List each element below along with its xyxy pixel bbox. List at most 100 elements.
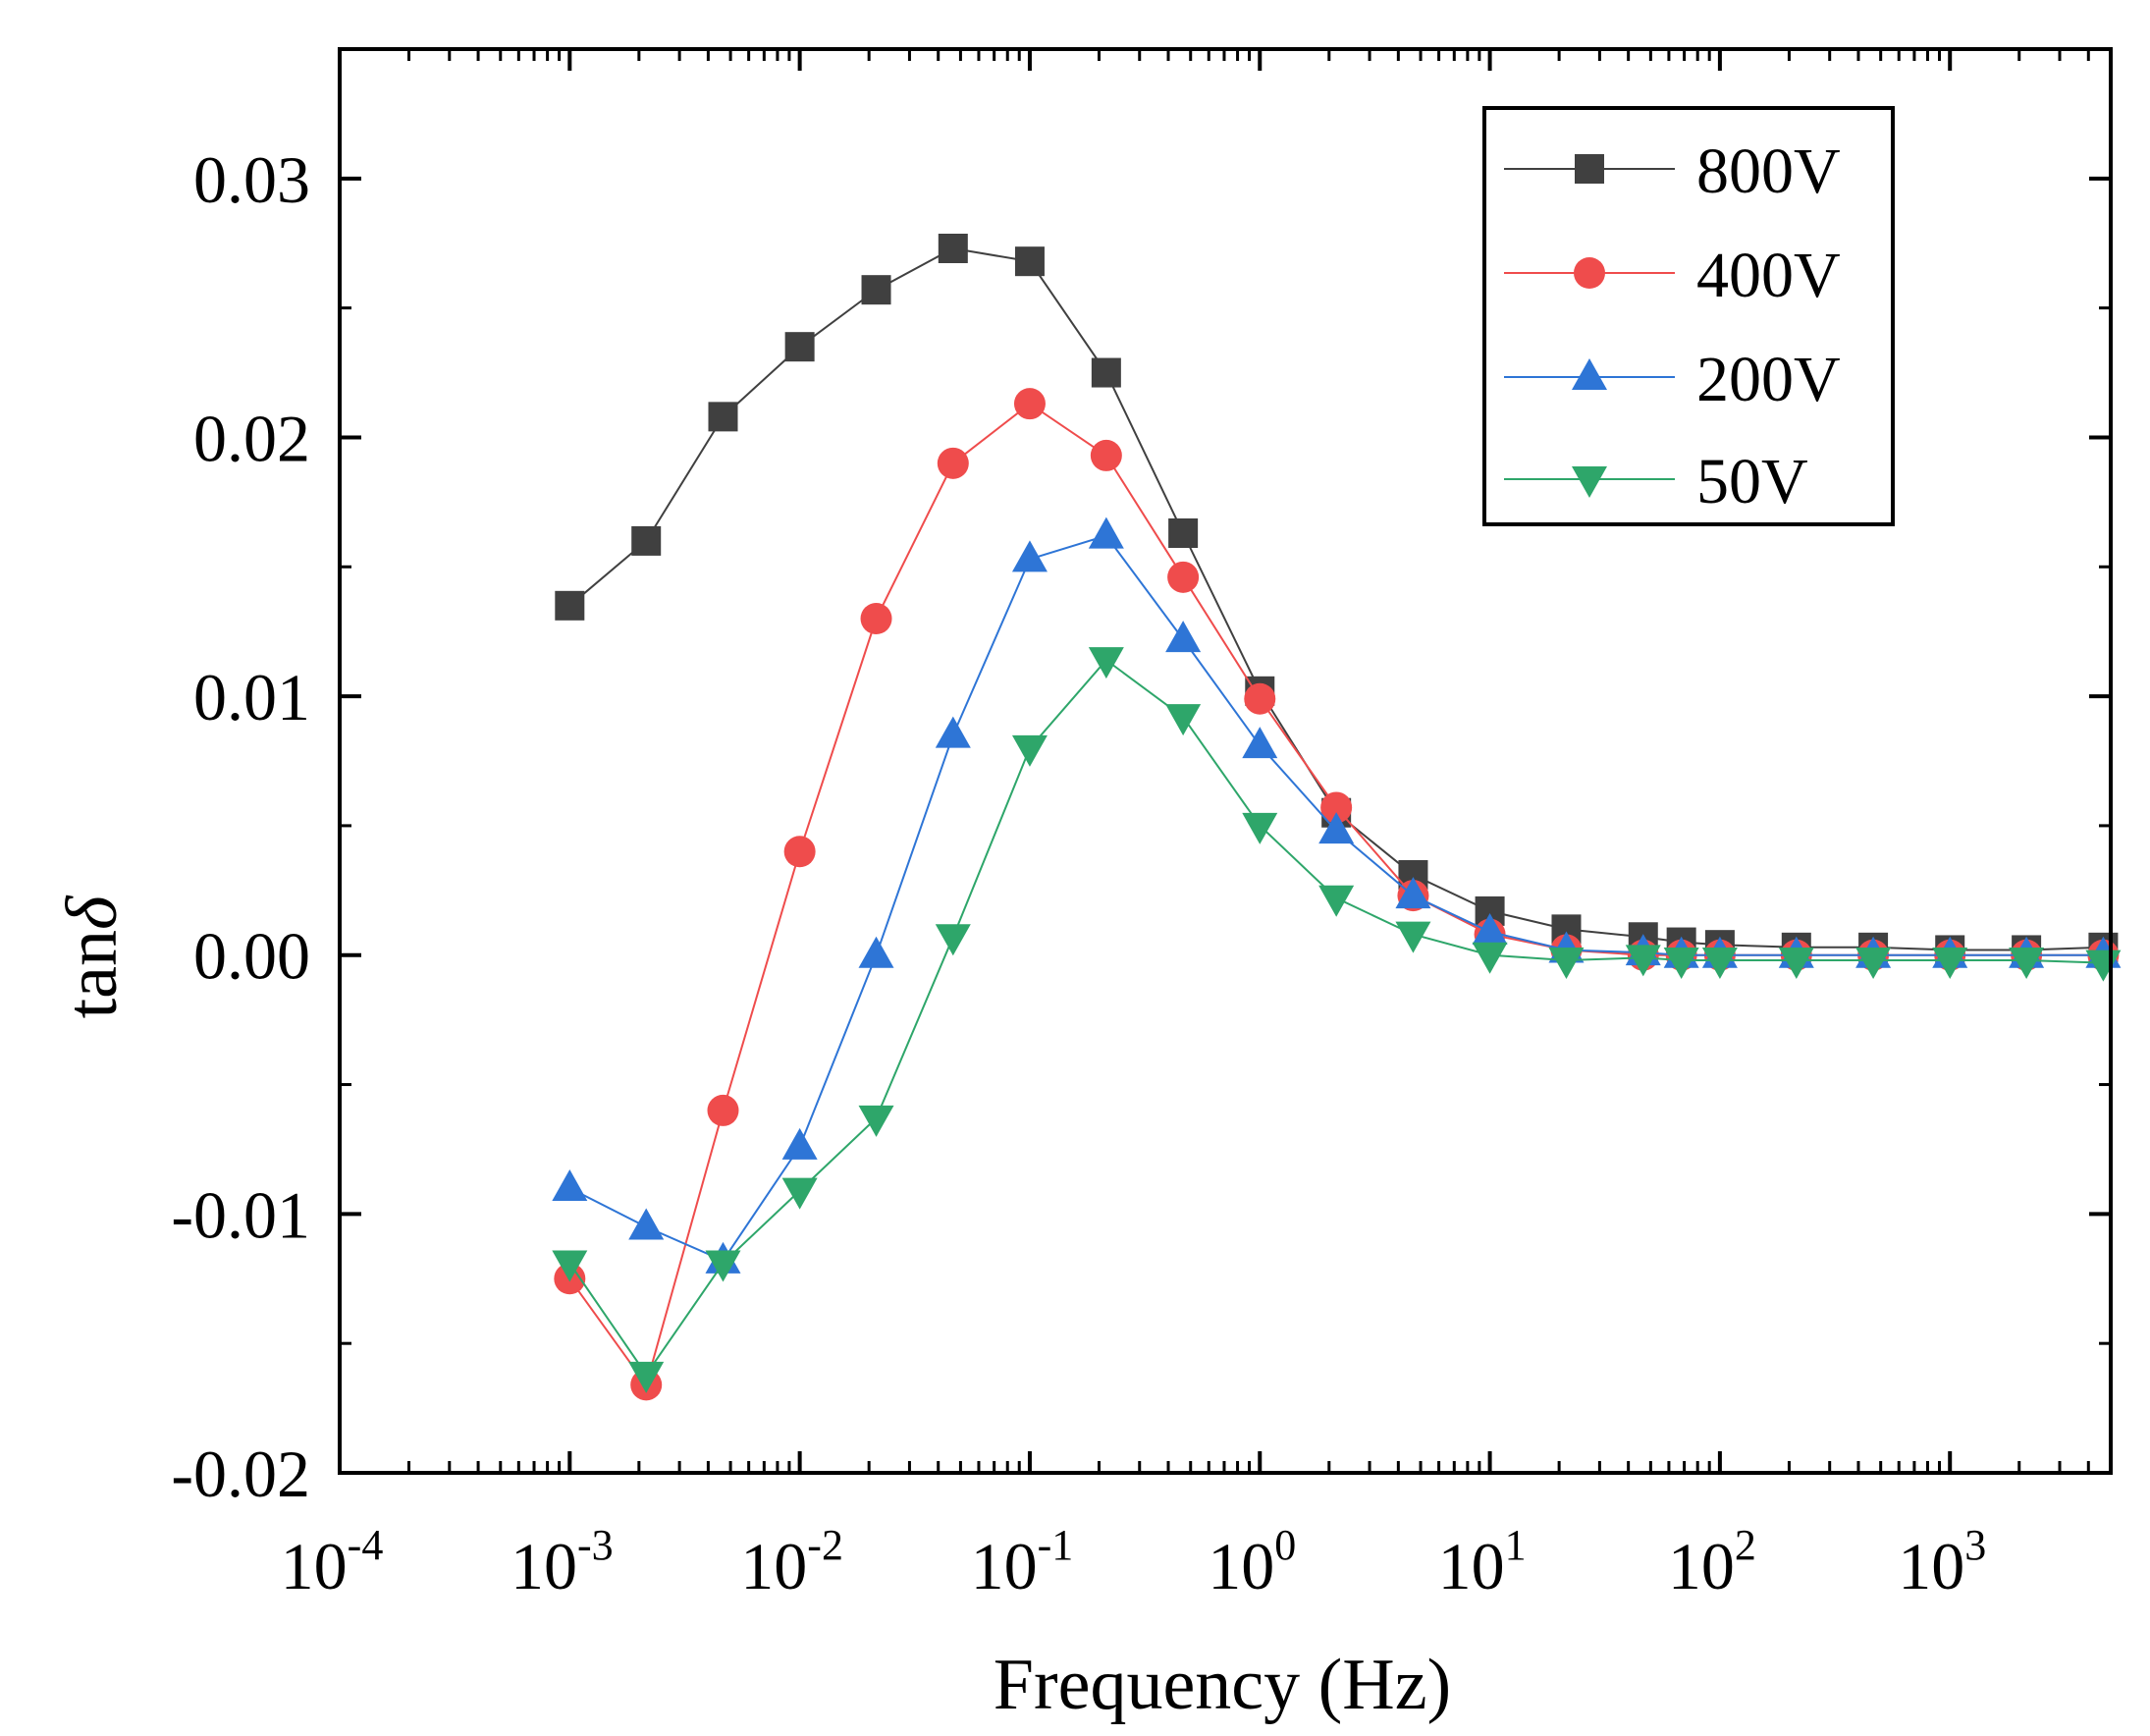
data-point-800V (784, 332, 815, 362)
data-point-50V (1088, 647, 1124, 679)
data-point-800V (708, 402, 738, 432)
data-point-50V (2009, 948, 2045, 979)
data-point-200V (1242, 727, 1278, 759)
legend-entry-400V: 400V (1504, 240, 1841, 311)
x-tick-exponent: 1 (1505, 1521, 1527, 1569)
data-point-200V (1395, 877, 1431, 909)
data-point-400V (1320, 791, 1353, 824)
data-point-200V (628, 1208, 665, 1240)
x-tick-exponent: -1 (1038, 1521, 1074, 1569)
data-point-50V (1625, 945, 1661, 977)
x-tick-label: 10-3 (511, 1521, 614, 1603)
y-tick-label: 0.00 (193, 919, 310, 994)
data-point-50V (1778, 948, 1814, 979)
x-tick-base: 10 (1438, 1529, 1505, 1603)
data-point-50V (858, 1105, 894, 1137)
data-point-50V (1663, 948, 1699, 979)
data-point-50V (1855, 948, 1892, 979)
data-point-50V (1472, 942, 1508, 974)
series-50V (552, 647, 2122, 1393)
x-tick-label: 102 (1668, 1521, 1756, 1603)
data-point-400V (1013, 388, 1046, 420)
legend-marker-400V (1574, 257, 1605, 289)
data-point-400V (1090, 439, 1122, 471)
data-point-400V (937, 447, 969, 479)
data-point-200V (935, 716, 971, 748)
legend-entry-50V: 50V (1504, 446, 1808, 517)
data-point-800V (1014, 246, 1045, 277)
data-point-200V (1318, 812, 1355, 844)
data-point-200V (1472, 913, 1508, 945)
data-point-50V (1395, 921, 1431, 953)
x-tick-label: 100 (1208, 1521, 1296, 1603)
series-line-50V (568, 658, 2104, 1377)
x-tick-exponent: 3 (1964, 1521, 1986, 1569)
data-point-400V (783, 836, 816, 868)
series-line-200V (568, 534, 2104, 1263)
data-point-50V (705, 1250, 741, 1282)
x-tick-label: 103 (1898, 1521, 1986, 1603)
x-tick-exponent: 0 (1274, 1521, 1296, 1569)
legend-label: 400V (1696, 240, 1841, 311)
legend-marker-200V (1572, 358, 1607, 390)
data-point-800V (938, 234, 968, 263)
data-point-400V (1244, 682, 1276, 715)
data-point-50V (1242, 812, 1278, 844)
x-tick-exponent: -2 (807, 1521, 843, 1569)
x-tick-base: 10 (971, 1529, 1038, 1603)
x-tick-exponent: -4 (348, 1521, 384, 1569)
x-tick-label: 10-1 (971, 1521, 1074, 1603)
legend-marker-50V (1572, 466, 1607, 498)
x-tick-label: 10-2 (740, 1521, 843, 1603)
y-axis-title-italic: δ (52, 895, 133, 930)
data-point-50V (1548, 948, 1585, 979)
data-point-50V (781, 1177, 818, 1210)
legend-marker-800V (1575, 154, 1604, 184)
y-tick-label: 0.01 (193, 660, 310, 734)
data-point-200V (781, 1127, 818, 1160)
x-tick-label: 101 (1438, 1521, 1527, 1603)
data-point-800V (631, 525, 662, 556)
plot-frame (338, 47, 2113, 1475)
data-point-400V (1167, 561, 1200, 593)
x-tick-base: 10 (1898, 1529, 1964, 1603)
x-axis-title: Frequency (Hz) (994, 1645, 1451, 1725)
legend-entry-200V: 200V (1504, 344, 1841, 415)
data-point-50V (1165, 704, 1202, 736)
legend-label: 50V (1696, 446, 1808, 517)
data-point-50V (628, 1361, 665, 1393)
x-tick-label: 10-4 (281, 1521, 384, 1603)
y-tick-label: -0.01 (171, 1177, 310, 1252)
x-tick-base: 10 (1668, 1529, 1735, 1603)
y-tick-label: -0.02 (171, 1437, 310, 1511)
data-point-800V (555, 590, 585, 621)
x-tick-base: 10 (1208, 1529, 1274, 1603)
y-axis-title: tanδ (52, 895, 133, 1018)
y-axis-title-main: tan (52, 930, 133, 1018)
data-point-50V (1932, 948, 1968, 979)
legend-entry-800V: 800V (1504, 136, 1841, 207)
x-tick-base: 10 (281, 1529, 348, 1603)
legend-label: 800V (1696, 136, 1841, 207)
data-point-800V (1168, 518, 1199, 548)
data-point-200V (552, 1169, 588, 1201)
data-point-50V (1318, 885, 1355, 917)
data-point-50V (1701, 948, 1738, 979)
data-point-800V (1091, 357, 1121, 388)
legend-label: 200V (1696, 344, 1841, 415)
data-point-200V (858, 936, 894, 968)
data-point-200V (1011, 540, 1048, 572)
data-point-50V (935, 924, 971, 956)
data-point-200V (1088, 516, 1124, 549)
legend: 800V 400V 200V 50V (1482, 106, 1895, 526)
data-point-50V (1011, 734, 1048, 767)
x-tick-base: 10 (511, 1529, 577, 1603)
data-point-200V (1165, 621, 1202, 653)
series-line-800V (568, 246, 2104, 951)
data-point-400V (707, 1094, 739, 1126)
y-tick-label: 0.02 (193, 401, 310, 475)
plot-series (552, 234, 2122, 1401)
data-point-50V (552, 1250, 588, 1282)
